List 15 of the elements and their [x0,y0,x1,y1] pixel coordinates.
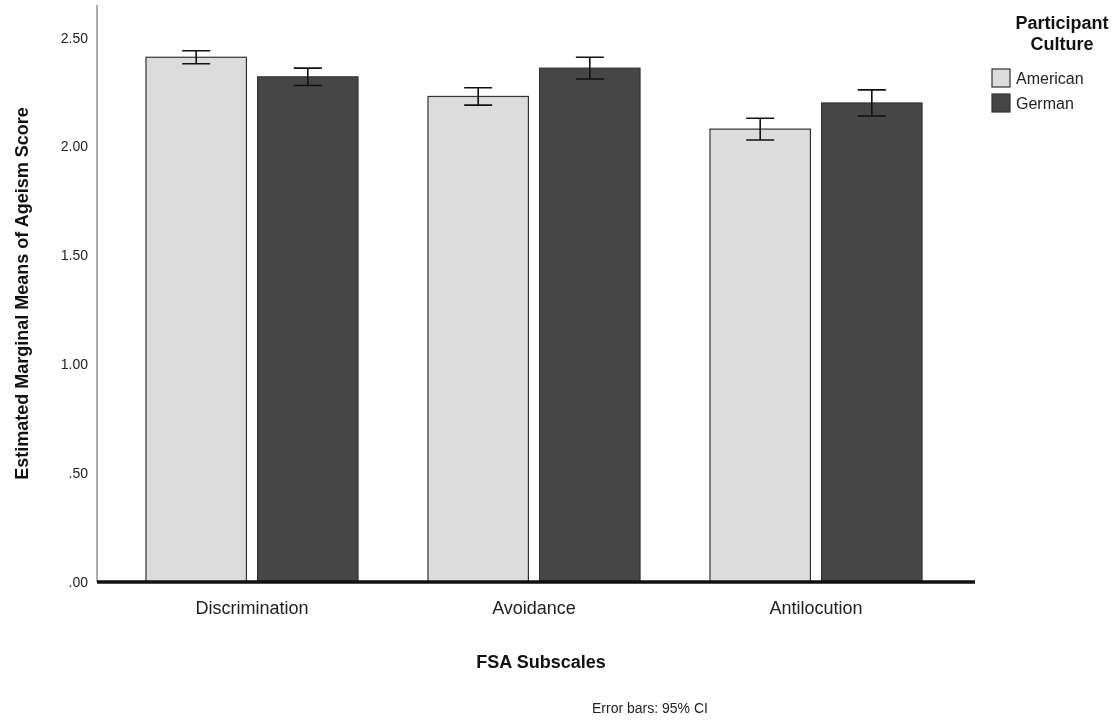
y-tick-label: .50 [68,465,89,482]
y-tick-label: 1.50 [60,247,89,264]
y-tick-label: 1.00 [60,356,89,373]
y-tick-label: 2.00 [60,138,89,155]
x-tick-label: Discrimination [195,598,309,618]
x-axis-title: FSA Subscales [476,652,606,672]
y-tick-label: 2.50 [60,29,89,46]
legend-title: Participant Culture [1015,13,1109,54]
x-tick-label: Avoidance [492,598,576,618]
legend-label: American [1016,70,1084,87]
y-tick-label: .00 [68,573,89,590]
legend-label: German [1016,95,1074,112]
text: Error bars: 95% CI [592,700,708,716]
y-axis-title: Estimated Marginal Means of Ageism Score [12,107,32,480]
x-tick-label: Antilocution [769,598,863,618]
